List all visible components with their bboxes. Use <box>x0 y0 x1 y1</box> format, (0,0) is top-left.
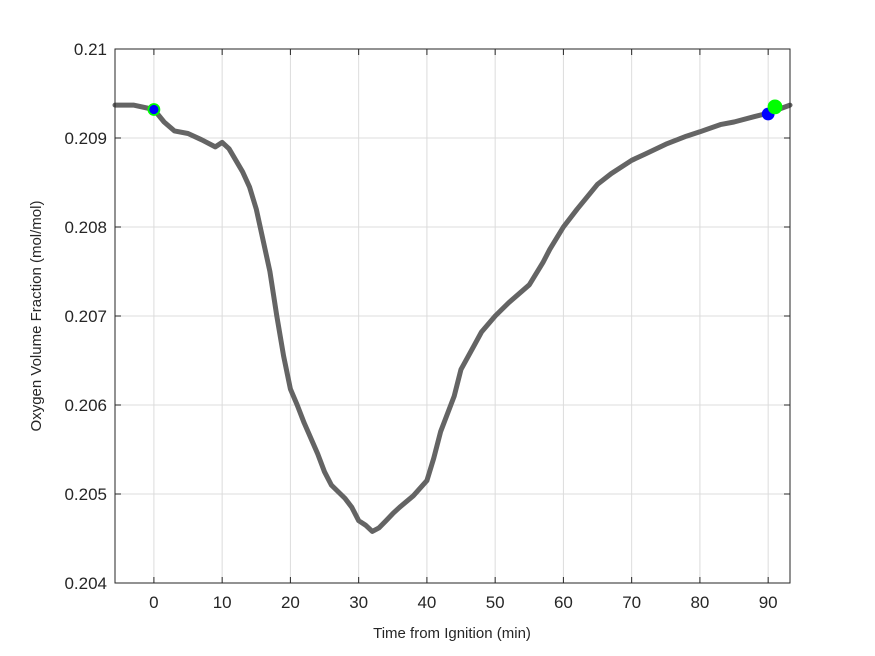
end-marker-green <box>767 99 783 115</box>
x-tick-label: 60 <box>554 593 573 612</box>
markers <box>147 99 783 121</box>
x-tick-label: 50 <box>486 593 505 612</box>
x-tick-label: 30 <box>349 593 368 612</box>
x-axis-label: Time from Ignition (min) <box>373 625 531 642</box>
y-tick-label: 0.205 <box>64 485 107 504</box>
y-tick-label: 0.207 <box>64 307 107 326</box>
start-marker <box>147 103 161 116</box>
y-tick-label: 0.21 <box>74 40 107 59</box>
data-series <box>112 102 793 534</box>
y-tick-label: 0.208 <box>64 218 107 237</box>
x-tick-label: 80 <box>690 593 709 612</box>
y-axis-label: Oxygen Volume Fraction (mol/mol) <box>28 201 45 432</box>
y-tick-label: 0.206 <box>64 396 107 415</box>
y-tick-labels: 0.204 0.205 0.206 0.207 0.208 0.209 0.21 <box>64 40 107 593</box>
x-tick-label: 0 <box>149 593 158 612</box>
x-tick-label: 70 <box>622 593 641 612</box>
x-tick-label: 90 <box>759 593 778 612</box>
x-tick-label: 20 <box>281 593 300 612</box>
y-tick-label: 0.209 <box>64 129 107 148</box>
x-tick-label: 40 <box>417 593 436 612</box>
oxygen-fraction-line <box>112 102 793 534</box>
x-tick-label: 10 <box>213 593 232 612</box>
y-tick-label: 0.204 <box>64 574 107 593</box>
ticks <box>115 48 790 584</box>
x-tick-labels: 0 10 20 30 40 50 60 70 80 90 <box>149 593 777 612</box>
